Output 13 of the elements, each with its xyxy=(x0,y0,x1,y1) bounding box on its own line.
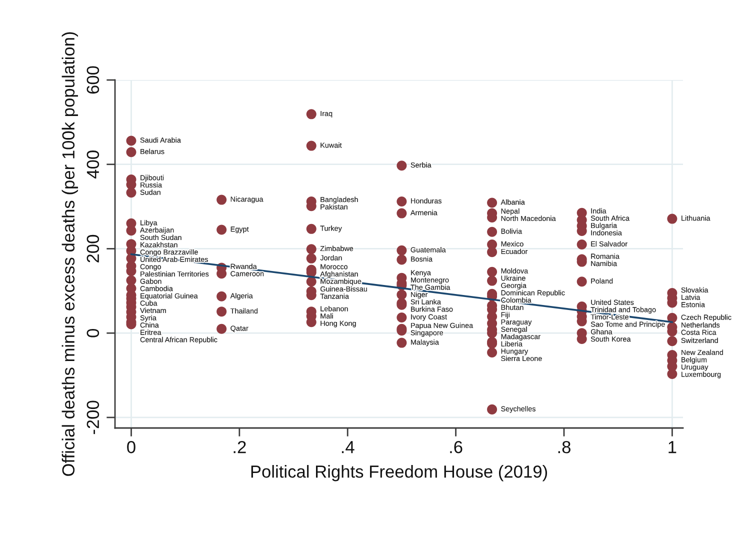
x-tick-label: 0 xyxy=(127,440,136,454)
x-tick-label: .2 xyxy=(234,440,246,454)
y-tick-label: 400 xyxy=(86,150,100,178)
x-tick-label: .6 xyxy=(450,440,462,454)
x-tick-label: 1 xyxy=(668,441,676,454)
y-tick-label: 200 xyxy=(86,234,100,262)
x-tick-label: .4 xyxy=(342,441,354,454)
y-axis-title: Official deaths minus excess deaths (per 100k population) xyxy=(62,32,78,476)
y-tick-label: 600 xyxy=(86,66,100,94)
y-tick-label: 0 xyxy=(86,328,100,338)
y-tick-label: -200 xyxy=(86,400,100,434)
x-axis-title: Political Rights Freedom House (2019) xyxy=(251,465,548,482)
x-tick-label: .8 xyxy=(558,440,570,454)
